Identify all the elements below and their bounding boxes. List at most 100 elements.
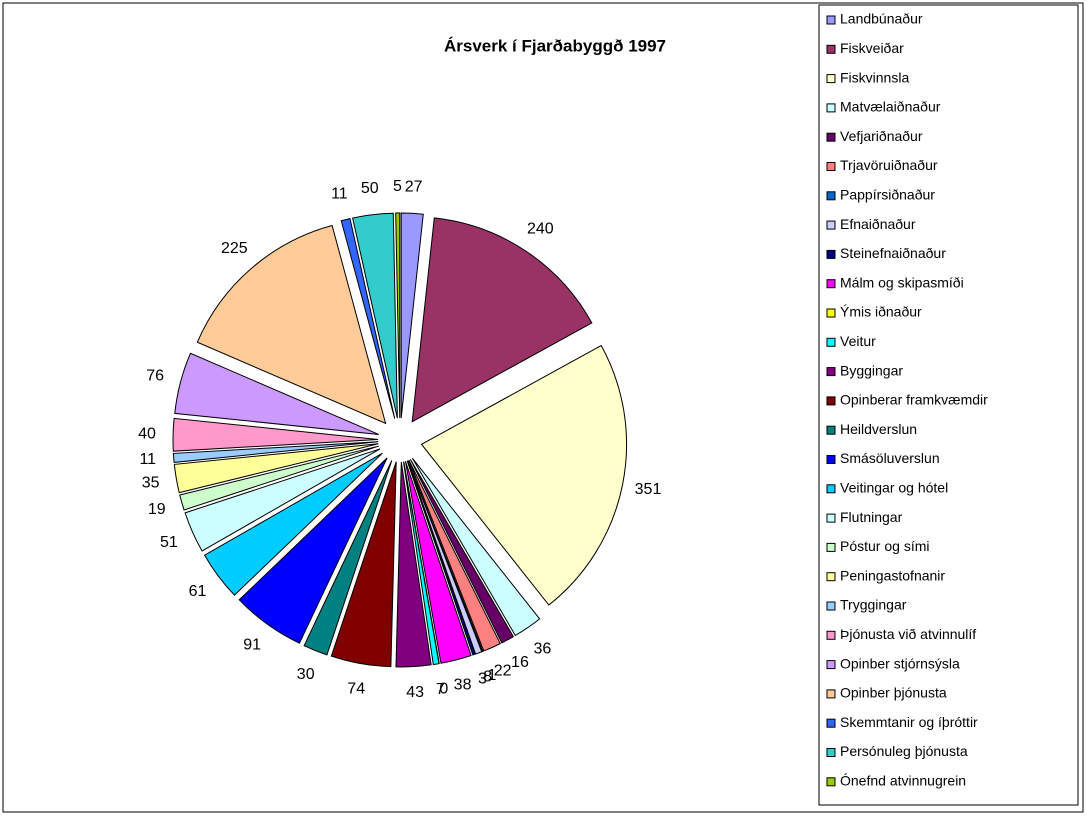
legend-swatch [826,660,836,670]
legend-swatch [826,748,836,757]
value-label: 240 [527,221,554,238]
value-label: 0 [439,680,448,697]
value-label: 36 [534,640,552,657]
legend-swatch [826,249,836,259]
legend-label: Skemmtanir og íþróttir [840,714,978,730]
legend-swatch [826,103,836,113]
pie-slice [174,352,379,435]
value-label: 7 [436,681,445,698]
legend-label: Persónuleg þjónusta [840,743,968,759]
value-label: 22 [494,662,512,679]
legend-swatch [826,337,836,347]
legend-swatch [826,484,836,494]
legend-swatch [826,191,836,201]
legend-swatch [826,777,836,787]
legend-label: Tryggingar [840,597,907,613]
chart-title: Ársverk í Fjarðabyggð 1997 [444,36,666,55]
legend-swatch [826,367,836,377]
pie-slice [403,461,440,666]
legend-swatch [826,572,836,582]
pie-slice [172,417,379,452]
value-label: 16 [511,654,529,671]
value-label: 35 [142,474,160,491]
value-label: 19 [148,501,166,518]
value-label: 30 [297,666,315,683]
value-label: 50 [361,180,379,197]
value-label: 43 [406,684,424,701]
legend-swatch [826,162,836,171]
legend-label: Heildverslun [840,421,917,437]
value-label: 27 [405,179,423,196]
legend-label: Fiskvinnsla [840,69,909,85]
value-label: 11 [331,186,348,203]
value-label: 351 [635,481,662,498]
pie-slice [406,460,476,656]
pie-slice [404,461,472,664]
legend-label: Matvælaiðnaður [840,99,941,115]
value-label: 76 [146,367,164,384]
pie-slice [352,212,398,419]
legend-label: Trjavöruiðnaður [840,157,938,173]
legend-label: Opinberar framkvæmdir [840,392,988,408]
value-label: 3 [478,670,487,687]
pie-slice [395,212,401,419]
legend-swatch [826,542,836,552]
pie-slice [340,217,396,419]
pie-slice [172,441,379,463]
pie-slice [400,212,424,419]
legend-label: Byggingar [840,362,903,378]
value-label: 51 [160,534,178,551]
legend-swatch [826,132,836,142]
pie-slice [179,445,380,511]
legend-swatch [826,396,836,406]
legend-label: Veitur [840,333,876,349]
value-label: 5 [393,178,402,195]
legend-swatch [826,718,836,728]
pie-slice [238,457,388,644]
legend-label: Flutningar [840,509,903,525]
legend-label: Landbúnaður [840,11,923,27]
pie-slice [411,217,593,423]
legend-swatch [826,689,836,699]
legend-label: Vefjariðnaður [840,128,923,144]
legend-label: Ýmis iðnaður [840,304,922,320]
legend-swatch [826,74,836,84]
legend-label: Veitingar og hótel [840,480,948,496]
value-label: 91 [243,637,261,654]
legend-label: Smásöluverslun [840,450,940,466]
legend-label: Póstur og sími [840,538,929,554]
legend-swatch [826,513,836,523]
value-label: 38 [454,676,472,693]
legend-label: Peningastofnanir [840,567,945,583]
pie-slice [408,459,501,652]
value-label: 40 [138,425,156,442]
legend-label: Opinber stjórnsýsla [840,655,960,671]
pie-slice [184,448,381,552]
pie-slice [196,224,387,425]
legend-box [818,4,1079,806]
value-label: 225 [221,240,248,257]
pie-slice [173,443,379,494]
legend-label: Pappírsiðnaður [840,187,935,203]
legend-swatch [826,15,836,25]
value-label: 1 [487,667,496,684]
pie-slice [330,461,397,668]
pie-slice [409,459,515,644]
value-label: 74 [347,680,365,697]
legend-swatch [826,220,836,230]
value-label: 11 [139,451,156,468]
pie-slice [303,460,393,656]
legend-swatch [826,455,836,464]
legend-label: Fiskveiðar [840,40,904,56]
value-label: 8 [483,669,492,686]
pie-slice [420,344,628,606]
legend-swatch [826,308,836,318]
legend-label: Steinefnaiðnaður [840,245,946,261]
value-label: 61 [189,583,207,600]
legend-label: Efnaiðnaður [840,216,916,232]
legend-label: Opinber þjónusta [840,685,947,701]
legend-swatch [826,425,836,435]
legend-swatch [826,44,836,54]
pie-slice [411,457,541,637]
